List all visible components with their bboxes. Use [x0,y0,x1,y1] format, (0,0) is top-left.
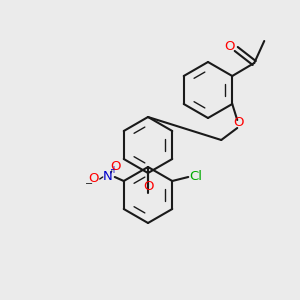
Text: N: N [103,169,112,182]
Text: O: O [224,40,235,53]
Text: O: O [233,116,244,128]
Text: +: + [109,165,117,175]
Text: −: − [85,179,93,189]
Text: O: O [88,172,99,185]
Text: Cl: Cl [190,169,203,182]
Text: O: O [143,181,153,194]
Text: O: O [110,160,121,173]
